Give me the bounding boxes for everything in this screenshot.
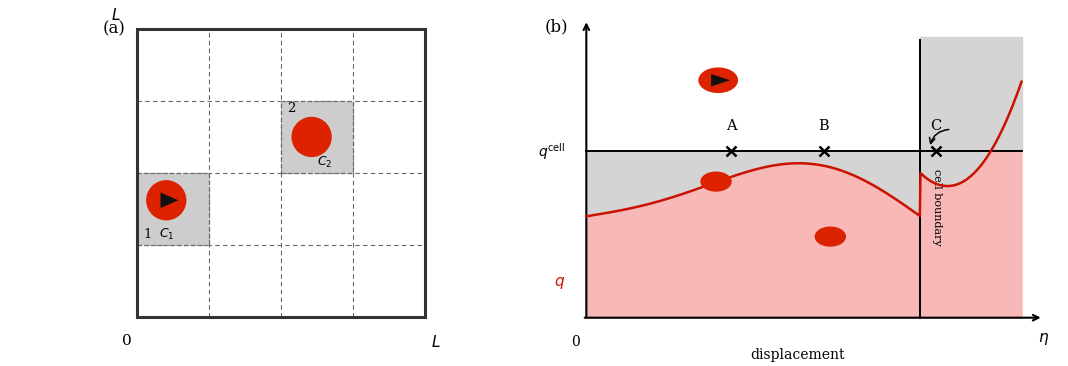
Text: (b): (b) [545,18,568,35]
Text: 0: 0 [571,335,580,348]
Text: 1: 1 [143,228,152,241]
Circle shape [698,67,738,93]
Polygon shape [160,193,178,208]
Polygon shape [138,173,209,245]
Text: $q^\mathrm{cell}$: $q^\mathrm{cell}$ [538,141,565,162]
Text: $C_2$: $C_2$ [317,155,333,170]
Text: $L$: $L$ [431,334,441,350]
Text: cell boundary: cell boundary [932,169,942,246]
Text: 0: 0 [122,334,131,348]
Polygon shape [711,74,729,86]
Circle shape [701,172,732,192]
Text: $\eta$: $\eta$ [1038,331,1049,347]
Text: $q$: $q$ [554,275,565,291]
Text: displacement: displacement [750,348,845,362]
Circle shape [292,117,332,157]
Text: $L$: $L$ [111,7,121,23]
Text: B: B [818,119,829,132]
Circle shape [146,180,187,220]
Text: 2: 2 [287,102,296,116]
Text: A: A [726,119,737,132]
Text: $C_1$: $C_1$ [159,227,174,242]
Text: (a): (a) [103,20,126,37]
Text: C: C [930,119,941,132]
Polygon shape [281,101,354,173]
Circle shape [815,227,846,247]
